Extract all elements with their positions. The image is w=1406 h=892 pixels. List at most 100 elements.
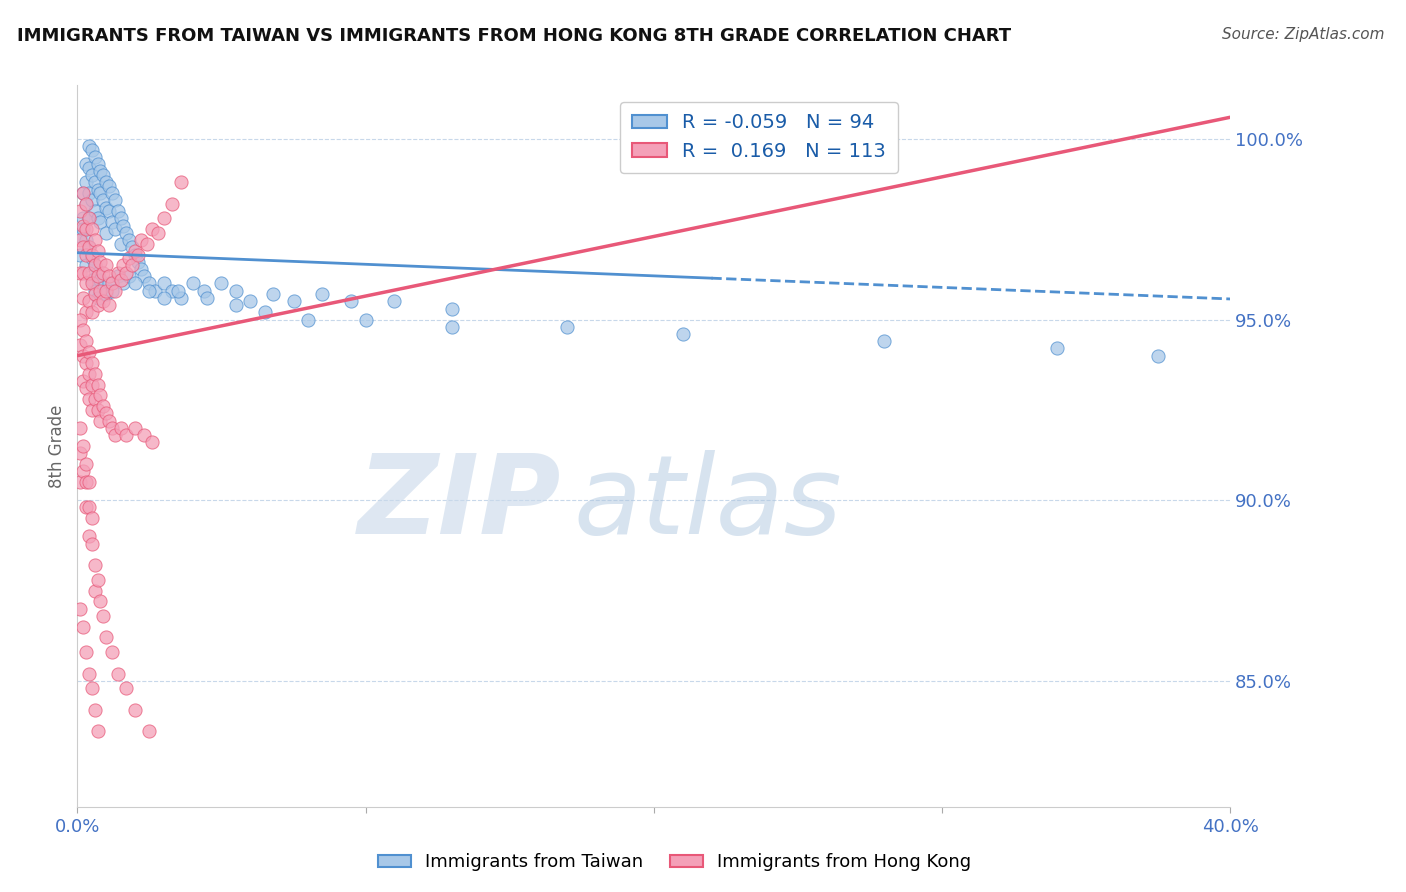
Point [72, 240, 94, 254]
Point [96, 259, 118, 273]
Point [75, 381, 97, 395]
Point [75, 334, 97, 349]
Point [98, 269, 121, 284]
Point [83, 204, 105, 219]
Point [75, 233, 97, 247]
Point [89, 186, 111, 200]
Point [382, 294, 406, 309]
Point [77, 161, 100, 175]
Point [557, 319, 579, 334]
Point [96, 287, 118, 301]
Point [225, 284, 247, 298]
Point [80, 247, 103, 261]
Point [83, 287, 105, 301]
Point [873, 334, 896, 349]
Point [80, 277, 103, 291]
Point [124, 277, 146, 291]
Point [77, 266, 100, 280]
Point [121, 240, 143, 254]
Point [80, 536, 103, 550]
Point [77, 139, 100, 153]
Point [101, 284, 124, 298]
Point [98, 178, 121, 193]
Point [86, 211, 108, 226]
Point [118, 269, 141, 284]
Point [83, 233, 105, 247]
Point [211, 277, 233, 291]
Point [80, 511, 103, 525]
Point [115, 226, 138, 240]
Point [75, 175, 97, 189]
Point [75, 500, 97, 515]
Point [86, 244, 108, 258]
Point [86, 291, 108, 305]
Point [153, 291, 174, 305]
Point [441, 319, 464, 334]
Point [83, 367, 105, 381]
Point [107, 666, 129, 681]
Point [86, 266, 108, 280]
Point [77, 294, 100, 309]
Point [262, 287, 284, 301]
Point [112, 259, 135, 273]
Text: IMMIGRANTS FROM TAIWAN VS IMMIGRANTS FROM HONG KONG 8TH GRADE CORRELATION CHART: IMMIGRANTS FROM TAIWAN VS IMMIGRANTS FRO… [17, 27, 1011, 45]
Point [69, 266, 91, 280]
Point [110, 421, 132, 435]
Point [91, 399, 114, 413]
Point [112, 277, 135, 291]
Text: atlas: atlas [574, 450, 842, 558]
Point [124, 244, 146, 258]
Point [80, 681, 103, 695]
Point [72, 186, 94, 200]
Point [80, 194, 103, 208]
Point [153, 277, 174, 291]
Point [239, 294, 262, 309]
Point [146, 226, 169, 240]
Point [72, 291, 94, 305]
Point [115, 428, 138, 442]
Point [170, 291, 193, 305]
Point [98, 298, 121, 312]
Point [72, 219, 94, 233]
Point [170, 175, 193, 189]
Point [83, 558, 105, 573]
Point [672, 326, 695, 341]
Point [340, 294, 363, 309]
Point [101, 645, 124, 659]
Point [89, 388, 111, 402]
Point [75, 475, 97, 490]
Point [118, 233, 141, 247]
Point [104, 194, 127, 208]
Point [89, 284, 111, 298]
Point [89, 594, 111, 608]
Text: Source: ZipAtlas.com: Source: ZipAtlas.com [1222, 27, 1385, 42]
Point [69, 229, 91, 244]
Point [69, 312, 91, 326]
Point [75, 197, 97, 211]
Point [153, 211, 174, 226]
Point [193, 284, 215, 298]
Point [75, 356, 97, 370]
Point [124, 703, 146, 717]
Point [89, 215, 111, 229]
Point [77, 392, 100, 406]
Point [1147, 349, 1170, 363]
Point [83, 175, 105, 189]
Point [72, 211, 94, 226]
Point [115, 266, 138, 280]
Point [101, 186, 124, 200]
Point [77, 211, 100, 226]
Point [75, 247, 97, 261]
Point [132, 269, 155, 284]
Point [69, 338, 91, 352]
Point [96, 226, 118, 240]
Point [138, 724, 160, 739]
Point [98, 277, 121, 291]
Point [75, 222, 97, 236]
Point [127, 254, 149, 268]
Point [86, 724, 108, 739]
Point [162, 197, 184, 211]
Point [77, 367, 100, 381]
Point [75, 259, 97, 273]
Point [86, 182, 108, 196]
